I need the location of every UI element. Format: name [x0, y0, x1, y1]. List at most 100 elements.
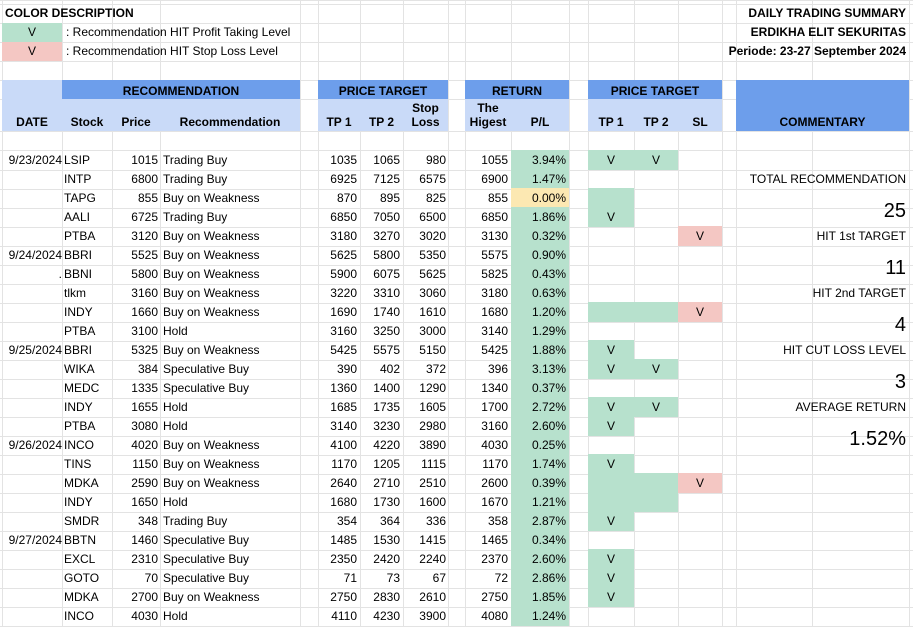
tp2-cell: 3310 [373, 286, 400, 300]
highest-cell: 396 [487, 362, 508, 376]
highest-cell: 6900 [481, 172, 508, 186]
average-return-label: AVERAGE RETURN [795, 400, 906, 414]
date-cell [2, 379, 62, 398]
date-cell [2, 607, 62, 626]
tp1-cell: 1035 [330, 153, 357, 167]
pl-cell: 2.60% [511, 549, 569, 569]
hit-tp2-cell [634, 435, 678, 455]
stock-cell: AALI [64, 210, 91, 224]
tp1-cell: 1170 [331, 457, 357, 471]
stop-loss-cell: 2610 [419, 590, 446, 604]
recommendation-cell: Speculative Buy [163, 381, 250, 395]
date-cell: 9/25/2024 [8, 343, 62, 357]
highest-cell: 1055 [481, 153, 508, 167]
hit-sl-cell [678, 587, 722, 607]
tp1-cell: 390 [336, 362, 357, 376]
stock-cell: INTP [64, 172, 92, 186]
tp1-cell: 870 [336, 191, 357, 205]
date-cell [2, 398, 62, 417]
recommendation-cell: Speculative Buy [163, 533, 250, 547]
tp2-cell: 7125 [373, 172, 400, 186]
stop-loss-cell: 2240 [419, 552, 446, 566]
highest-cell: 4080 [481, 609, 508, 623]
tp1-cell: 1685 [330, 400, 357, 414]
hit-1st-target-label: HIT 1st TARGET [816, 229, 906, 243]
header-pl: P/L [530, 115, 550, 129]
hit-tp1-cell: V [588, 511, 634, 531]
hit-tp1-cell [588, 321, 634, 341]
hit-tp1-cell: V [588, 359, 634, 379]
header-price-target-sub: TP 1 TP 2 Stop Loss [318, 99, 448, 131]
tp1-cell: 3160 [330, 324, 357, 338]
pl-cell: 1.74% [511, 454, 569, 474]
price-cell: 1655 [131, 400, 158, 414]
stock-cell: PTBA [64, 229, 96, 243]
hit-tp2-cell [634, 378, 678, 398]
tp1-cell: 1690 [330, 305, 357, 319]
header-commentary: COMMENTARY [779, 115, 866, 129]
hit-sl-cell [678, 378, 722, 398]
highest-cell: 2600 [481, 476, 508, 490]
header-date-cell: DATE [2, 80, 62, 131]
pl-cell: 0.25% [511, 435, 569, 455]
recommendation-cell: Buy on Weakness [163, 267, 260, 281]
header-hit-sub: TP 1 TP 2 SL [588, 99, 722, 131]
hit-tp2-cell [634, 169, 678, 189]
hit-tp2-cell: V [634, 397, 678, 417]
date-cell [2, 493, 62, 512]
hit-sl-cell [678, 492, 722, 512]
price-cell: 70 [144, 571, 158, 585]
stock-cell: MDKA [64, 590, 99, 604]
hit-tp2-cell [634, 454, 678, 474]
hit-tp1-cell: V [588, 397, 634, 417]
pl-cell: 1.29% [511, 321, 569, 341]
hit-sl-cell [678, 283, 722, 303]
tp1-cell: 1680 [330, 495, 357, 509]
stop-loss-cell: 1290 [419, 381, 446, 395]
hit-tp1-cell [588, 245, 634, 265]
date-cell: 9/24/2024 [8, 248, 62, 262]
stop-loss-cell: 825 [425, 191, 446, 205]
report-period: Periode: 23-27 September 2024 [728, 44, 906, 58]
hit-tp2-cell [634, 549, 678, 569]
stock-cell: BBNI [64, 267, 93, 281]
hit-1st-target-value: 11 [885, 257, 906, 279]
stock-cell: TAPG [64, 191, 96, 205]
tp1-cell: 4100 [330, 438, 357, 452]
stock-cell: tlkm [64, 286, 86, 300]
legend-title: COLOR DESCRIPTION [5, 6, 134, 20]
tp1-cell: 2350 [330, 552, 357, 566]
pl-cell: 2.60% [511, 416, 569, 436]
tp2-cell: 1065 [373, 153, 400, 167]
recommendation-cell: Buy on Weakness [163, 457, 260, 471]
stock-cell: INDY [64, 400, 93, 414]
pl-cell: 1.88% [511, 340, 569, 360]
recommendation-cell: Trading Buy [163, 153, 228, 167]
pl-cell: 3.13% [511, 359, 569, 379]
hit-tp1-cell [588, 226, 634, 246]
tp2-cell: 895 [379, 191, 400, 205]
pl-cell: 0.63% [511, 283, 569, 303]
recommendation-cell: Buy on Weakness [163, 248, 260, 262]
hit-tp1-cell [588, 530, 634, 550]
legend-green-swatch: V [2, 23, 62, 42]
stock-cell: SMDR [64, 514, 100, 528]
tp2-cell: 402 [379, 362, 400, 376]
recommendation-cell: Speculative Buy [163, 362, 250, 376]
hit-tp1-cell: V [588, 207, 634, 227]
hit-tp1-cell [588, 492, 634, 512]
stock-cell: MDKA [64, 476, 99, 490]
pl-cell: 0.90% [511, 245, 569, 265]
hit-tp2-cell [634, 245, 678, 265]
pl-cell: 2.86% [511, 568, 569, 588]
hit-sl-cell [678, 207, 722, 227]
pl-cell: 1.20% [511, 302, 569, 322]
pl-cell: 3.94% [511, 150, 569, 170]
stop-loss-cell: 2510 [419, 476, 446, 490]
recommendation-cell: Trading Buy [163, 172, 228, 186]
stock-cell: PTBA [64, 324, 96, 338]
date-cell: . [58, 267, 62, 281]
stop-loss-cell: 3000 [419, 324, 446, 338]
price-cell: 5525 [131, 248, 158, 262]
tp1-cell: 5425 [330, 343, 357, 357]
